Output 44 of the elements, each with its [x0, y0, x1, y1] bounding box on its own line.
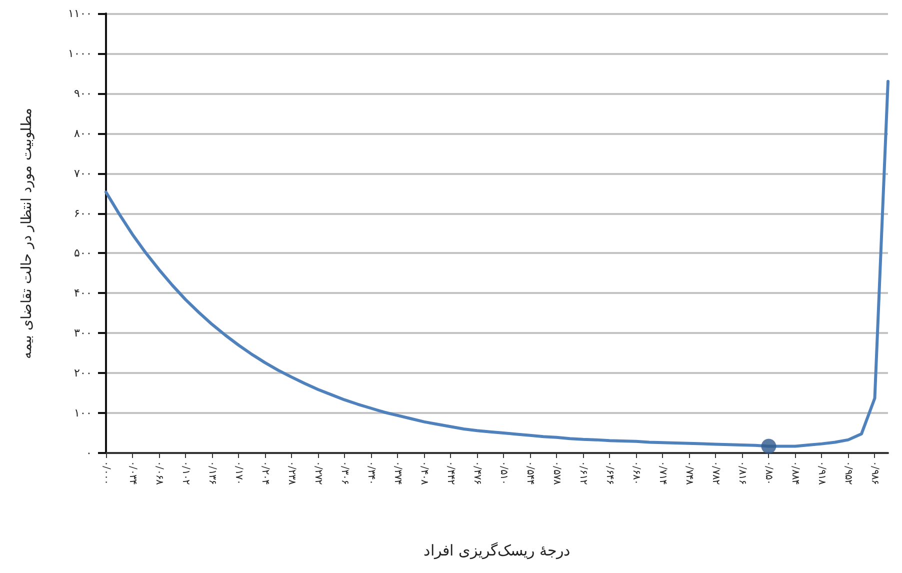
- x-tick-label: ۰/۱۷۰: [233, 461, 244, 484]
- y-tick-label: ۵۰۰: [74, 246, 92, 260]
- x-tick-label: ۰/۸۸۴: [790, 461, 801, 484]
- y-tick-label: ۲۰۰: [74, 366, 92, 380]
- x-tick-label: ۰/۹۵۲: [842, 461, 854, 484]
- y-tick-label: ۹۰۰: [74, 86, 92, 100]
- x-tick-label: ۰/۴۰۸: [418, 461, 430, 486]
- x-tick-label: ۰/۲۷۲: [312, 461, 324, 484]
- y-tick-label: ۱۰۰: [74, 406, 92, 420]
- x-tick-label: ۰/۲۰۴: [260, 461, 271, 484]
- x-tick-label: ۰/۶۸۰: [630, 461, 642, 484]
- x-tick-label: ۰/۰۳۴: [127, 461, 138, 484]
- x-tick-label: ۰/۴۴۲: [445, 461, 456, 484]
- x-tick-label: ۰/۹۱۸: [816, 461, 828, 486]
- y-tick-label: ۸۰۰: [74, 126, 92, 140]
- x-axis-title: درجهٔ ریسک‌گریزی افراد: [424, 542, 570, 560]
- x-tick-label: ۰/۵۱۰: [498, 461, 510, 484]
- x-tick-label: ۰/۴۷۶: [472, 461, 483, 484]
- x-tick-label: ۰/۳۰۶: [339, 461, 350, 484]
- x-tick-label: ۰/۶۴۶: [604, 461, 616, 484]
- x-tick-label: ۰/۵۴۴: [524, 461, 536, 484]
- x-tick-label: ۰/۷۸۲: [710, 461, 722, 484]
- x-tick-label: ۰/۰۰۰: [100, 461, 112, 484]
- y-tick-label: ۷۰۰: [74, 166, 92, 180]
- y-tick-label: ۱۰۰۰: [68, 46, 92, 60]
- x-tick-label: ۰/۷۱۴: [657, 461, 668, 484]
- y-tick-label: ۴۰۰: [74, 286, 92, 300]
- x-tick-label: ۰/۱۳۶: [206, 461, 218, 484]
- x-tick-label: ۰/۶۱۲: [578, 461, 589, 484]
- y-tick-label: ۱۱۰۰: [68, 7, 92, 20]
- x-tick-label: ۰/۳۴۰: [366, 461, 377, 484]
- x-tick-label: ۰/۸۵۰: [763, 461, 774, 484]
- x-tick-label: ۰/۰۶۸: [154, 461, 165, 486]
- x-tick-label: ۰/۳۷۴: [392, 461, 404, 484]
- y-tick-label: ۶۰۰: [74, 206, 92, 220]
- y-axis-title: مطلوبیت مورد انتظار در حالت تقاضای بیمه: [19, 107, 35, 360]
- x-tick-label: ۰/۸۱۶: [736, 461, 748, 484]
- y-tick-label: ۰: [86, 446, 92, 460]
- x-tick-label: ۰/۱۰۲: [180, 461, 192, 484]
- x-tick-label: ۰/۷۴۸: [684, 461, 695, 486]
- y-tick-label: ۳۰۰: [74, 326, 92, 340]
- x-tick-label: ۰/۹۸۶: [869, 461, 880, 484]
- x-tick-label: ۰/۵۷۸: [551, 461, 562, 486]
- x-tick-label: ۰/۲۳۸: [286, 461, 298, 486]
